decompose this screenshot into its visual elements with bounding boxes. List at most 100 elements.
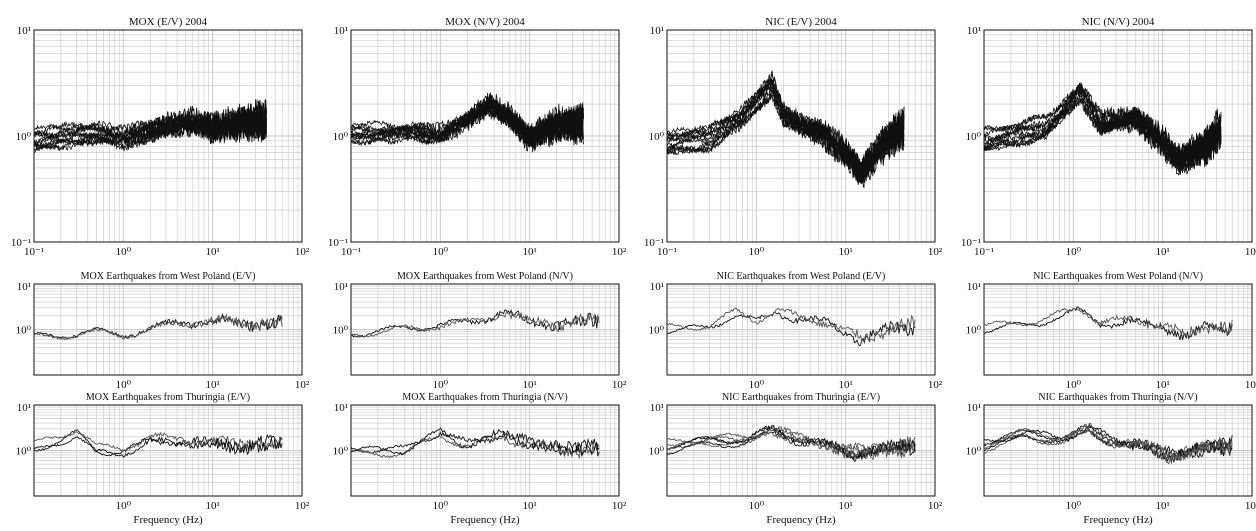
grid [666,405,935,497]
subplot-title: NIC Earthquakes from West Poland (E/V) [717,271,886,282]
y-tick-label: 10¹ [334,25,348,37]
x-tick-label: 10¹ [839,379,853,391]
y-tick-label: 10⁻¹ [644,237,664,249]
series-line [33,431,283,452]
series-line [666,69,905,183]
x-tick-label: 10⁰ [433,246,449,258]
series-line [983,425,1233,459]
x-tick-label: 10¹ [523,379,537,391]
x-tick-label: 10¹ [839,246,853,258]
series-line [33,107,267,146]
series-line [983,307,1233,337]
series-line [350,98,584,148]
subplot-title: MOX (N/V) 2004 [445,16,525,28]
series-line [350,431,600,456]
x-tick-label: 10² [295,379,310,391]
series-group [983,422,1233,465]
subplot-title: MOX Earthquakes from West Poland (E/V) [81,271,256,282]
y-tick-label: 10¹ [650,25,664,37]
x-axis-label: Frequency (Hz) [766,514,836,526]
y-tick-label: 10¹ [334,402,348,414]
x-tick-label: 10⁰ [749,500,765,512]
series-line [983,422,1233,461]
series-group [666,424,916,462]
subplot-p02: NIC (E/V) 2004 10¹ 10⁰ 10⁻¹10⁻¹ 10⁰ 10¹ 10² [644,16,943,258]
y-tick-label: 10⁰ [649,325,665,337]
y-tick-label: 10⁰ [16,325,32,337]
x-tick-label: 10⁻¹ [24,246,44,258]
subplot-p10: MOX Earthquakes from West Poland (E/V) 10… [16,271,310,391]
y-tick-label: 10⁰ [333,325,349,337]
x-tick-label: 10² [612,500,627,512]
subplot-title: MOX Earthquakes from Thuringia (N/V) [402,392,567,403]
subplot-p03: NIC (N/V) 2004 10¹ 10⁰ 10⁻¹10⁻¹ 10⁰ 10¹ 10² [961,16,1256,258]
subplot-p23: NIC Earthquakes from Thuringia (N/V) 10¹ 1… [966,392,1256,526]
x-tick-label: 10² [1245,500,1256,512]
y-tick-label: 10¹ [17,281,31,293]
axes-frame [983,283,1253,376]
x-tick-label: 10² [612,379,627,391]
series-group [350,92,584,153]
x-tick-label: 10⁻¹ [657,246,677,258]
y-tick-label: 10⁰ [966,446,982,458]
series-group [666,69,905,188]
y-tick-label: 10⁰ [333,446,349,458]
x-tick-label: 10² [1245,246,1256,258]
y-tick-label: 10⁻¹ [961,237,981,249]
x-axis-label: Frequency (Hz) [133,514,203,526]
x-axis-label: Frequency (Hz) [1083,514,1153,526]
axes-frame [350,404,620,497]
x-tick-label: 10⁰ [116,379,132,391]
y-tick-label: 10⁰ [966,131,982,143]
grid [33,284,302,376]
y-tick-label: 10⁻¹ [328,237,348,249]
series-line [666,424,916,461]
series-line [33,435,283,458]
y-tick-label: 10¹ [650,281,664,293]
subplot-title: NIC (E/V) 2004 [765,16,837,28]
x-tick-label: 10² [295,246,310,258]
subplot-title: NIC (N/V) 2004 [1082,16,1155,28]
x-tick-label: 10¹ [206,500,220,512]
subplot-p22: NIC Earthquakes from Thuringia (E/V) 10¹ 1… [649,392,943,526]
axes-frame [350,283,620,376]
grid [983,284,1252,376]
series-group [350,308,600,338]
grid [983,405,1252,497]
y-tick-label: 10¹ [967,281,981,293]
x-tick-label: 10¹ [839,500,853,512]
y-tick-label: 10⁻¹ [11,237,31,249]
x-tick-label: 10² [928,246,943,258]
x-tick-label: 10⁰ [749,246,765,258]
subplot-title: NIC Earthquakes from Thuringia (N/V) [1038,392,1197,403]
grid [350,284,619,376]
y-tick-label: 10⁰ [16,131,32,143]
grid [666,284,935,376]
x-axis-label: Frequency (Hz) [450,514,520,526]
series-group [33,429,283,458]
series-line [983,306,1233,341]
x-tick-label: 10² [1245,379,1256,391]
series-line [33,313,283,341]
series-line [666,307,916,342]
x-tick-label: 10² [928,500,943,512]
x-tick-label: 10² [928,379,943,391]
y-tick-label: 10¹ [967,25,981,37]
x-tick-label: 10⁰ [1066,246,1082,258]
axes-frame [33,29,303,243]
x-tick-label: 10⁰ [1066,500,1082,512]
series-line [350,311,600,338]
subplot-title: MOX Earthquakes from Thuringia (E/V) [86,392,250,403]
y-tick-label: 10⁰ [16,446,32,458]
y-tick-label: 10¹ [17,25,31,37]
x-tick-label: 10⁻¹ [974,246,994,258]
y-tick-label: 10¹ [334,281,348,293]
x-tick-label: 10⁰ [749,379,765,391]
x-tick-label: 10⁰ [116,246,132,258]
subplot-title: MOX Earthquakes from West Poland (N/V) [397,271,573,282]
series-line [350,308,600,338]
y-tick-label: 10⁰ [649,131,665,143]
x-tick-label: 10⁻¹ [341,246,361,258]
series-line [350,104,584,152]
